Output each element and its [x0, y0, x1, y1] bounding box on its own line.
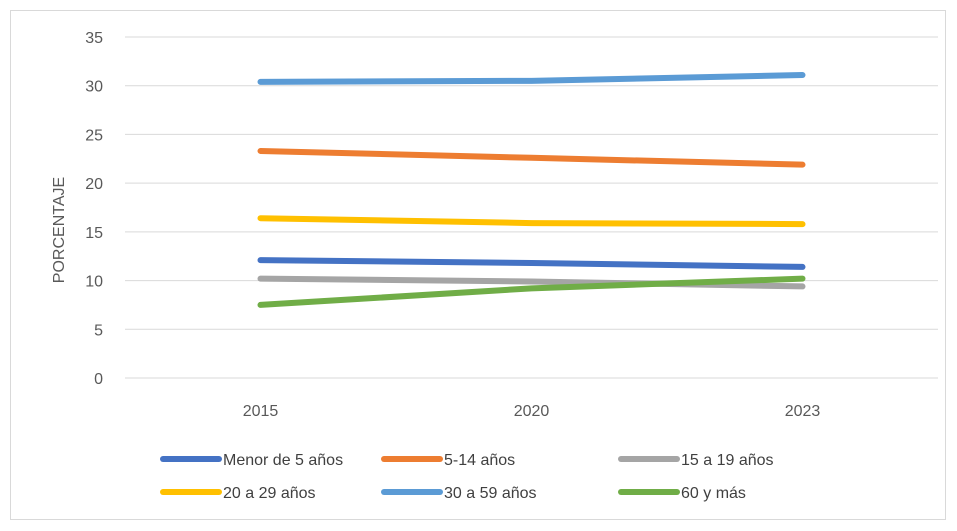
legend-label: 15 a 19 años [681, 452, 774, 469]
x-tick-label: 2023 [785, 403, 821, 420]
legend-label: Menor de 5 años [223, 452, 343, 469]
legend-label: 30 a 59 años [444, 485, 537, 502]
legend-item: 5-14 años [381, 452, 515, 469]
y-tick-label: 0 [94, 371, 103, 388]
legend: Menor de 5 años 5-14 años 15 a 19 años 20 a… [160, 452, 774, 502]
series-line-6 [257, 275, 806, 308]
series-line-4 [257, 215, 806, 228]
y-tick-label: 20 [85, 176, 103, 193]
y-tick-label: 30 [85, 79, 103, 96]
legend-label: 20 a 29 años [223, 485, 316, 502]
series-lines [257, 71, 806, 308]
legend-label: 60 y más [681, 485, 746, 502]
y-tick-label: 10 [85, 274, 103, 291]
x-axis-ticks: 2015 2020 2023 [243, 403, 821, 420]
legend-label: 5-14 años [444, 452, 515, 469]
series-line-5 [257, 71, 806, 85]
y-tick-label: 35 [85, 30, 103, 47]
series-line-2 [257, 147, 806, 168]
series-line-1 [257, 257, 806, 270]
legend-item: Menor de 5 años [160, 452, 343, 469]
legend-item: 30 a 59 años [381, 485, 537, 502]
legend-item: 20 a 29 años [160, 485, 316, 502]
y-axis-title: PORCENTAJE [51, 177, 68, 283]
y-tick-label: 5 [94, 322, 103, 339]
y-axis-ticks: 0 5 10 15 20 25 30 35 [85, 30, 103, 388]
legend-item: 15 a 19 años [618, 452, 774, 469]
x-tick-label: 2015 [243, 403, 279, 420]
x-tick-label: 2020 [514, 403, 550, 420]
gridlines [125, 36, 938, 379]
legend-item: 60 y más [618, 485, 746, 502]
y-tick-label: 15 [85, 225, 103, 242]
y-tick-label: 25 [85, 127, 103, 144]
